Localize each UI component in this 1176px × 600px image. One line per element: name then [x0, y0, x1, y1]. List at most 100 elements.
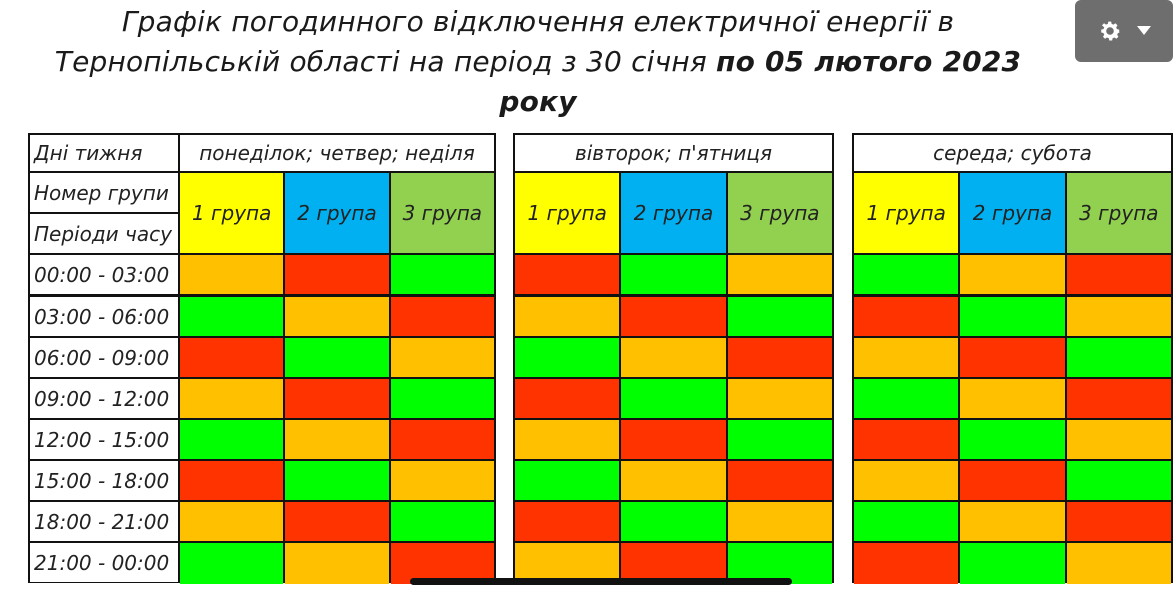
day-group-header: середа; субота [854, 135, 1171, 171]
schedule-cell [1066, 461, 1171, 500]
schedule-cell [960, 543, 1065, 584]
group-header-1: 1 група [180, 173, 284, 253]
schedule-cell [621, 255, 726, 294]
gear-icon [1097, 18, 1123, 44]
day-group-header: понеділок; четвер; неділя [180, 135, 494, 171]
schedule-block-3: середа; субота 1 група 2 група 3 група [852, 133, 1173, 584]
schedule-cell [621, 502, 726, 541]
time-period-label: 03:00 - 06:00 [30, 297, 178, 336]
title-line-1: Графік погодинного відключення електричн… [121, 5, 955, 38]
schedule-cell [285, 297, 389, 336]
time-period-label: 21:00 - 00:00 [30, 543, 178, 582]
time-periods-label: Періоди часу [30, 214, 178, 253]
schedule-cell [727, 297, 832, 336]
schedule-cell [854, 338, 959, 377]
group-header-1: 1 група [854, 173, 959, 253]
title-line-2: Тернопільській області на період з 30 сі… [0, 42, 1076, 82]
schedule-cell [854, 379, 959, 418]
schedule-cell [727, 420, 832, 459]
schedule-cell [285, 461, 389, 500]
time-period-label: 06:00 - 09:00 [30, 338, 178, 377]
schedule-cell [854, 255, 959, 294]
group-header-3: 3 група [1066, 173, 1171, 253]
title-line-2-bold: по 05 лютого 2023 [716, 45, 1022, 78]
schedule-cell [621, 379, 726, 418]
schedule-cell [1066, 420, 1171, 459]
schedule-cell [285, 502, 389, 541]
schedule-cell [960, 338, 1065, 377]
schedule-cell [1066, 502, 1171, 541]
schedule-cell [180, 543, 284, 584]
schedule-cell [515, 255, 620, 294]
schedule-cell [390, 502, 494, 541]
schedule-cell [960, 502, 1065, 541]
time-period-label: 12:00 - 15:00 [30, 420, 178, 459]
title-line-2-regular: Тернопільській області на період з 30 сі… [54, 45, 717, 78]
schedule-cell [515, 338, 620, 377]
schedule-cell [960, 420, 1065, 459]
schedule-cell [285, 255, 389, 294]
schedule-cell [180, 502, 284, 541]
schedule-cell [390, 338, 494, 377]
page-title: Графік погодинного відключення електричн… [0, 2, 1076, 122]
group-header-3: 3 група [727, 173, 832, 253]
title-line-3: року [499, 85, 577, 118]
schedule-cell [390, 255, 494, 294]
schedule-cell [390, 297, 494, 336]
time-period-label: 18:00 - 21:00 [30, 502, 178, 541]
schedule-cell [390, 379, 494, 418]
schedule-cell [621, 420, 726, 459]
schedule-cell [180, 297, 284, 336]
schedule-cell [180, 338, 284, 377]
schedule-cell [727, 461, 832, 500]
schedule-cell [960, 255, 1065, 294]
group-header-2: 2 група [621, 173, 726, 253]
schedule-cell [621, 461, 726, 500]
schedule-cell [727, 502, 832, 541]
schedule-block-2: вівторок; п'ятниця 1 група 2 група 3 група [513, 133, 834, 584]
schedule-cell [960, 379, 1065, 418]
time-period-label: 15:00 - 18:00 [30, 461, 178, 500]
schedule-block-1: Дні тижня Номер групи Періоди часу 00:00 - … [28, 133, 496, 584]
schedule-cell [515, 461, 620, 500]
group-header-3: 3 група [390, 173, 494, 253]
schedule-cell [621, 543, 726, 584]
caret-down-icon [1137, 26, 1151, 36]
horizontal-scrollbar[interactable] [410, 578, 792, 585]
settings-dropdown-button[interactable] [1075, 0, 1173, 62]
schedule-cell [180, 420, 284, 459]
schedule-cell [1066, 297, 1171, 336]
schedule-cell [515, 297, 620, 336]
schedule-cell [854, 297, 959, 336]
schedule-cell [390, 420, 494, 459]
schedule-cell [621, 338, 726, 377]
group-header-2: 2 група [960, 173, 1065, 253]
schedule-cell [180, 461, 284, 500]
schedule-cell [1066, 338, 1171, 377]
schedule-cell [515, 379, 620, 418]
time-period-label: 09:00 - 12:00 [30, 379, 178, 418]
days-of-week-label: Дні тижня [30, 135, 178, 171]
group-number-label: Номер групи [30, 173, 178, 212]
schedule-cell [1066, 543, 1171, 584]
group-header-2: 2 група [285, 173, 389, 253]
schedule-cell [727, 379, 832, 418]
schedule-cell [390, 543, 494, 584]
schedule-cell [960, 461, 1065, 500]
schedule-cell [621, 297, 726, 336]
schedule-cell [285, 338, 389, 377]
schedule-cell [854, 461, 959, 500]
schedule-cell [854, 420, 959, 459]
schedule-cell [727, 543, 832, 584]
schedule-cell [180, 379, 284, 418]
schedule-cell [515, 420, 620, 459]
time-period-label: 00:00 - 03:00 [30, 255, 178, 294]
schedule-cell [285, 543, 389, 584]
schedule-cell [515, 543, 620, 584]
schedule-cell [854, 502, 959, 541]
schedule-cell [727, 338, 832, 377]
schedule-cell [515, 502, 620, 541]
schedule-cell [285, 379, 389, 418]
day-group-header: вівторок; п'ятниця [515, 135, 832, 171]
schedule-cell [1066, 379, 1171, 418]
